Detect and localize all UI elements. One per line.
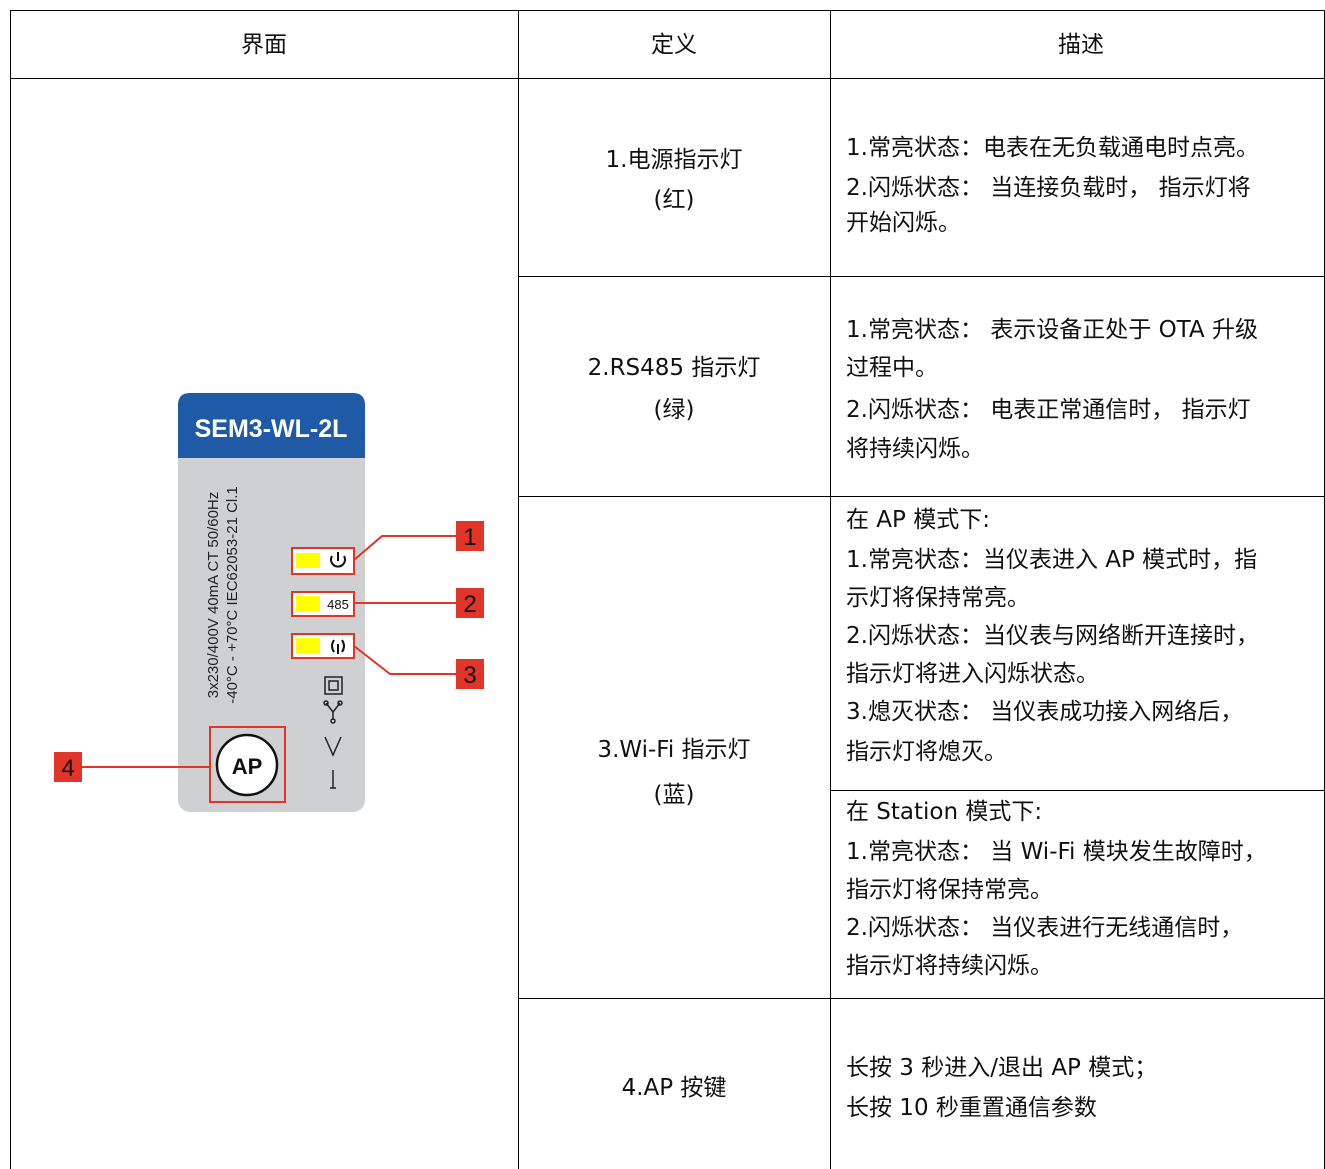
- definition-line: (红): [653, 187, 695, 213]
- description-line: 指示灯将保持常亮。: [846, 877, 1053, 903]
- definition-line: (绿): [653, 397, 695, 423]
- callout-lines: [82, 535, 456, 768]
- description-line: 将持续闪烁。: [846, 436, 984, 462]
- led-box: [291, 547, 355, 575]
- ap-button: [215, 733, 279, 797]
- description-line: 指示灯将进入闪烁状态。: [846, 661, 1099, 687]
- definition-line: 3.Wi-Fi 指示灯: [597, 737, 751, 763]
- border: [10, 10, 1325, 11]
- description-line: 1.常亮状态： 当 Wi-Fi 模块发生故障时，: [846, 839, 1267, 865]
- wifi-icon: [331, 639, 345, 654]
- header-cell: 定义: [651, 32, 697, 58]
- description-line: 2.闪烁状态： 电表正常通信时， 指示灯: [846, 397, 1251, 423]
- device-header: [178, 393, 365, 458]
- ap-label: AP: [232, 754, 263, 779]
- description-line: 1.常亮状态：电表在无负载通电时点亮。: [846, 135, 1259, 161]
- description-line: 2.闪烁状态： 当仪表进行无线通信时，: [846, 915, 1244, 941]
- device-spec: 3x230/400V 40mA CT 50/60Hz: [205, 492, 222, 699]
- device-model: SEM3-WL-2L: [195, 415, 348, 443]
- callout-badges: 1 2 3 4: [54, 521, 484, 782]
- description-line: 在 AP 模式下:: [846, 507, 990, 533]
- description-line: 指示灯将持续闪烁。: [846, 953, 1053, 979]
- description-line: 2.闪烁状态： 当连接负载时， 指示灯将: [846, 175, 1251, 201]
- definition-line: (蓝): [653, 782, 695, 808]
- led-label: 485: [327, 597, 349, 612]
- description-line: 示灯将保持常亮。: [846, 585, 1030, 611]
- description-line: 指示灯将熄灭。: [846, 739, 1007, 765]
- header-cell: 界面: [241, 32, 287, 58]
- border: [518, 10, 519, 1169]
- border: [830, 10, 831, 1169]
- header-cell: 描述: [1058, 32, 1104, 58]
- border: [518, 998, 1325, 999]
- description-line: 在 Station 模式下:: [846, 799, 1043, 825]
- button-box: [209, 726, 286, 803]
- device-body: [178, 393, 365, 812]
- definition-line: 1.电源指示灯: [605, 147, 743, 173]
- border: [830, 790, 1325, 791]
- definition-line: 2.RS485 指示灯: [587, 355, 761, 381]
- led: [296, 638, 320, 653]
- description-line: 3.熄灭状态： 当仪表成功接入网络后，: [846, 699, 1244, 725]
- led: [296, 596, 320, 611]
- description-line: 1.常亮状态：当仪表进入 AP 模式时，指: [846, 547, 1258, 573]
- badge: 2: [463, 591, 476, 618]
- badge: 3: [463, 662, 476, 689]
- badge: 4: [61, 755, 74, 782]
- definition-line: 4.AP 按键: [621, 1075, 727, 1101]
- led: [296, 553, 320, 568]
- border: [518, 276, 1325, 277]
- description-line: 过程中。: [846, 355, 938, 381]
- symbols: [323, 676, 343, 789]
- description-line: 2.闪烁状态：当仪表与网络断开连接时，: [846, 623, 1259, 649]
- badge: 1: [463, 524, 476, 551]
- description-line: 长按 10 秒重置通信参数: [846, 1095, 1097, 1121]
- border: [10, 78, 1325, 79]
- description-line: 开始闪烁。: [846, 210, 961, 236]
- power-icon: [330, 552, 346, 568]
- border: [518, 496, 1325, 497]
- border: [10, 10, 11, 1169]
- description-line: 长按 3 秒进入/退出 AP 模式；: [846, 1055, 1158, 1081]
- device-spec: -40°C - +70°C IEC62053-21 Cl.1: [224, 486, 241, 704]
- description-line: 1.常亮状态： 表示设备正处于 OTA 升级: [846, 317, 1258, 343]
